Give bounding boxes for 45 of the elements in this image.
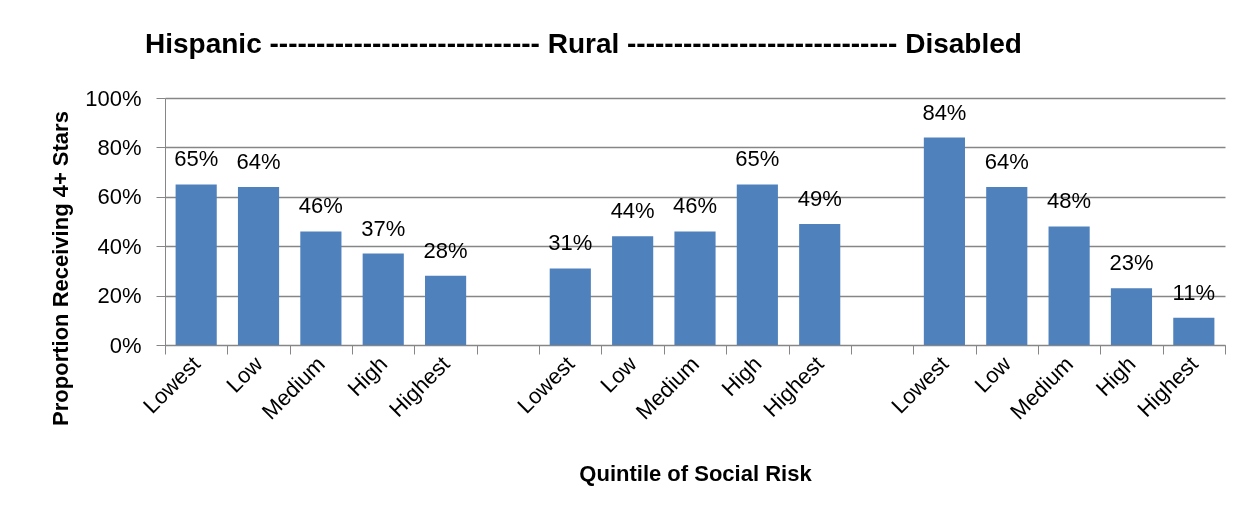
x-tick-label: High: [716, 351, 767, 401]
x-tick-label: Low: [969, 351, 1016, 398]
data-label: 65%: [735, 146, 780, 172]
bar: [362, 253, 404, 345]
chart-title: Hispanic ----------------------------- Rural ----------------------------- Disabled: [145, 28, 1022, 59]
y-tick-label: 20%: [97, 283, 142, 309]
bar: [1173, 317, 1215, 345]
bar: [674, 231, 716, 345]
bar: [1110, 288, 1153, 345]
x-tick-label: Low: [595, 351, 642, 398]
data-label: 23%: [1109, 250, 1154, 276]
data-label: 49%: [797, 185, 842, 211]
y-tick-label: 0%: [109, 332, 142, 358]
y-tick-label: 80%: [97, 134, 142, 160]
data-label: 11%: [1172, 279, 1216, 305]
bar: [923, 137, 965, 345]
bar: [612, 236, 654, 345]
data-label: 28%: [423, 237, 468, 263]
y-tick-label: 60%: [97, 184, 142, 210]
y-tick-label: 40%: [97, 233, 142, 259]
x-axis-title: Quintile of Social Risk: [579, 460, 813, 486]
data-label: 64%: [984, 148, 1029, 174]
bar: [425, 275, 467, 345]
data-label: 44%: [610, 198, 655, 224]
data-label: 37%: [361, 215, 406, 241]
bar: [175, 184, 217, 345]
bar: [799, 223, 841, 345]
x-tick-label: High: [342, 351, 393, 401]
y-axis-title: Proportion Receiving 4+ Stars: [47, 111, 73, 426]
data-label: 65%: [174, 146, 219, 172]
data-label: 64%: [236, 148, 281, 174]
x-tick-label: Low: [221, 351, 268, 398]
data-label: 46%: [298, 193, 343, 219]
data-label: 48%: [1047, 188, 1092, 214]
data-label: 84%: [922, 99, 967, 125]
bar: [986, 186, 1028, 345]
bar: [1048, 226, 1090, 345]
bar: [237, 186, 280, 345]
x-tick-label: High: [1090, 351, 1141, 401]
bar: [300, 231, 342, 345]
data-label: 46%: [672, 193, 718, 219]
bar: [736, 184, 778, 345]
data-label: 31%: [548, 230, 593, 256]
bar: [549, 268, 591, 345]
y-tick-label: 100%: [85, 85, 142, 111]
